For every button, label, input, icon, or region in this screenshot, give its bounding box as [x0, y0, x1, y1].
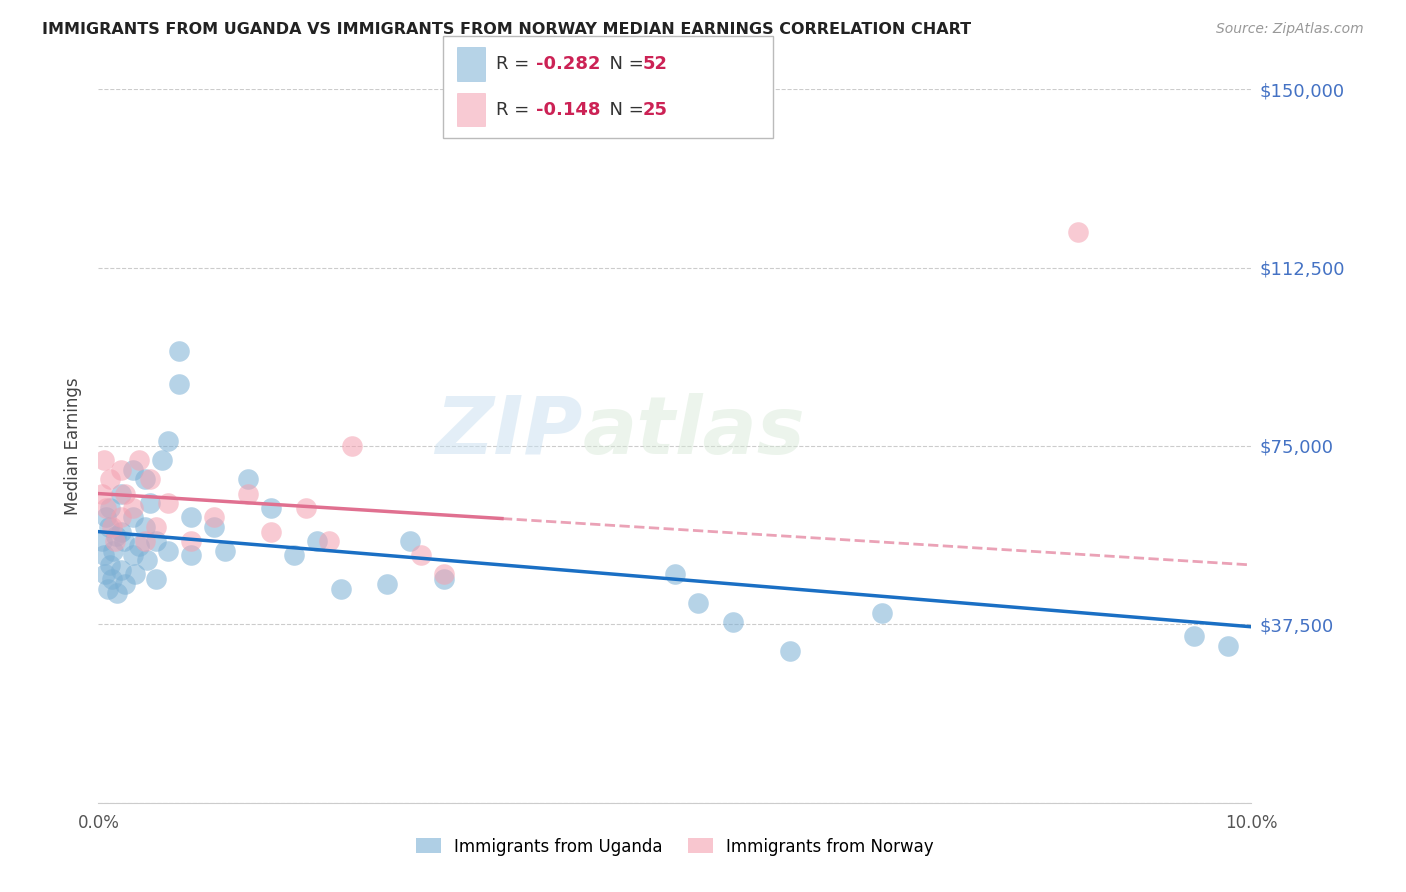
Point: [128, 539, 150, 553]
Point: [90, 534, 112, 549]
Point: [134, 520, 156, 534]
Text: 25: 25: [643, 101, 668, 119]
Point: [145, 520, 167, 534]
Y-axis label: Median Earnings: Median Earnings: [65, 377, 83, 515]
Point: [122, 463, 145, 477]
Text: R =: R =: [496, 55, 536, 73]
Point: [103, 534, 125, 549]
Point: [110, 524, 132, 539]
Point: [122, 500, 145, 515]
Point: [180, 534, 202, 549]
Point: [156, 543, 179, 558]
Point: [101, 520, 124, 534]
Point: [202, 510, 225, 524]
Point: [94, 567, 117, 582]
Point: [90, 486, 112, 500]
Point: [105, 586, 128, 600]
Point: [139, 472, 162, 486]
Point: [872, 606, 894, 620]
Point: [110, 510, 132, 524]
Point: [238, 472, 260, 486]
Point: [664, 567, 686, 582]
Point: [134, 534, 156, 549]
Point: [110, 463, 132, 477]
Text: IMMIGRANTS FROM UGANDA VS IMMIGRANTS FROM NORWAY MEDIAN EARNINGS CORRELATION CHA: IMMIGRANTS FROM UGANDA VS IMMIGRANTS FRO…: [42, 22, 972, 37]
Point: [202, 520, 225, 534]
Point: [98, 500, 121, 515]
Point: [112, 534, 135, 549]
Text: N =: N =: [598, 55, 650, 73]
Point: [98, 558, 121, 572]
Text: 52: 52: [643, 55, 668, 73]
Point: [97, 582, 120, 596]
Point: [96, 510, 118, 524]
Point: [150, 453, 173, 467]
Point: [180, 510, 202, 524]
Point: [340, 439, 363, 453]
Point: [114, 486, 136, 500]
Point: [156, 496, 179, 510]
Point: [139, 496, 162, 510]
Point: [122, 549, 145, 563]
Point: [1218, 639, 1240, 653]
Point: [295, 500, 318, 515]
Point: [433, 567, 456, 582]
Point: [260, 524, 283, 539]
Point: [145, 572, 167, 586]
Point: [398, 534, 420, 549]
Point: [329, 582, 352, 596]
Point: [145, 534, 167, 549]
Point: [97, 520, 120, 534]
Point: [93, 549, 115, 563]
Text: ZIP: ZIP: [436, 392, 582, 471]
Point: [214, 543, 236, 558]
Point: [375, 577, 398, 591]
Point: [93, 453, 115, 467]
Point: [283, 549, 305, 563]
Text: -0.148: -0.148: [536, 101, 600, 119]
Point: [110, 563, 132, 577]
Legend: Immigrants from Uganda, Immigrants from Norway: Immigrants from Uganda, Immigrants from …: [409, 831, 941, 863]
Text: Source: ZipAtlas.com: Source: ZipAtlas.com: [1216, 22, 1364, 37]
Point: [411, 549, 433, 563]
Point: [318, 534, 340, 549]
Point: [135, 553, 157, 567]
Point: [433, 572, 456, 586]
Point: [779, 643, 801, 657]
Text: N =: N =: [598, 101, 650, 119]
Point: [167, 377, 190, 392]
Text: -0.282: -0.282: [536, 55, 600, 73]
Point: [134, 472, 156, 486]
Point: [1182, 629, 1205, 643]
Text: R =: R =: [496, 101, 536, 119]
Point: [156, 434, 179, 449]
Point: [122, 510, 145, 524]
Point: [180, 549, 202, 563]
Point: [167, 343, 190, 358]
Point: [103, 543, 125, 558]
Point: [124, 567, 146, 582]
Point: [686, 596, 709, 610]
Text: atlas: atlas: [582, 392, 806, 471]
Point: [101, 572, 124, 586]
Point: [238, 486, 260, 500]
Point: [110, 486, 132, 500]
Point: [307, 534, 329, 549]
Point: [114, 577, 136, 591]
Point: [721, 615, 744, 629]
Point: [128, 453, 150, 467]
Point: [1067, 225, 1090, 239]
Point: [104, 529, 127, 543]
Point: [260, 500, 283, 515]
Point: [98, 472, 121, 486]
Point: [96, 500, 118, 515]
